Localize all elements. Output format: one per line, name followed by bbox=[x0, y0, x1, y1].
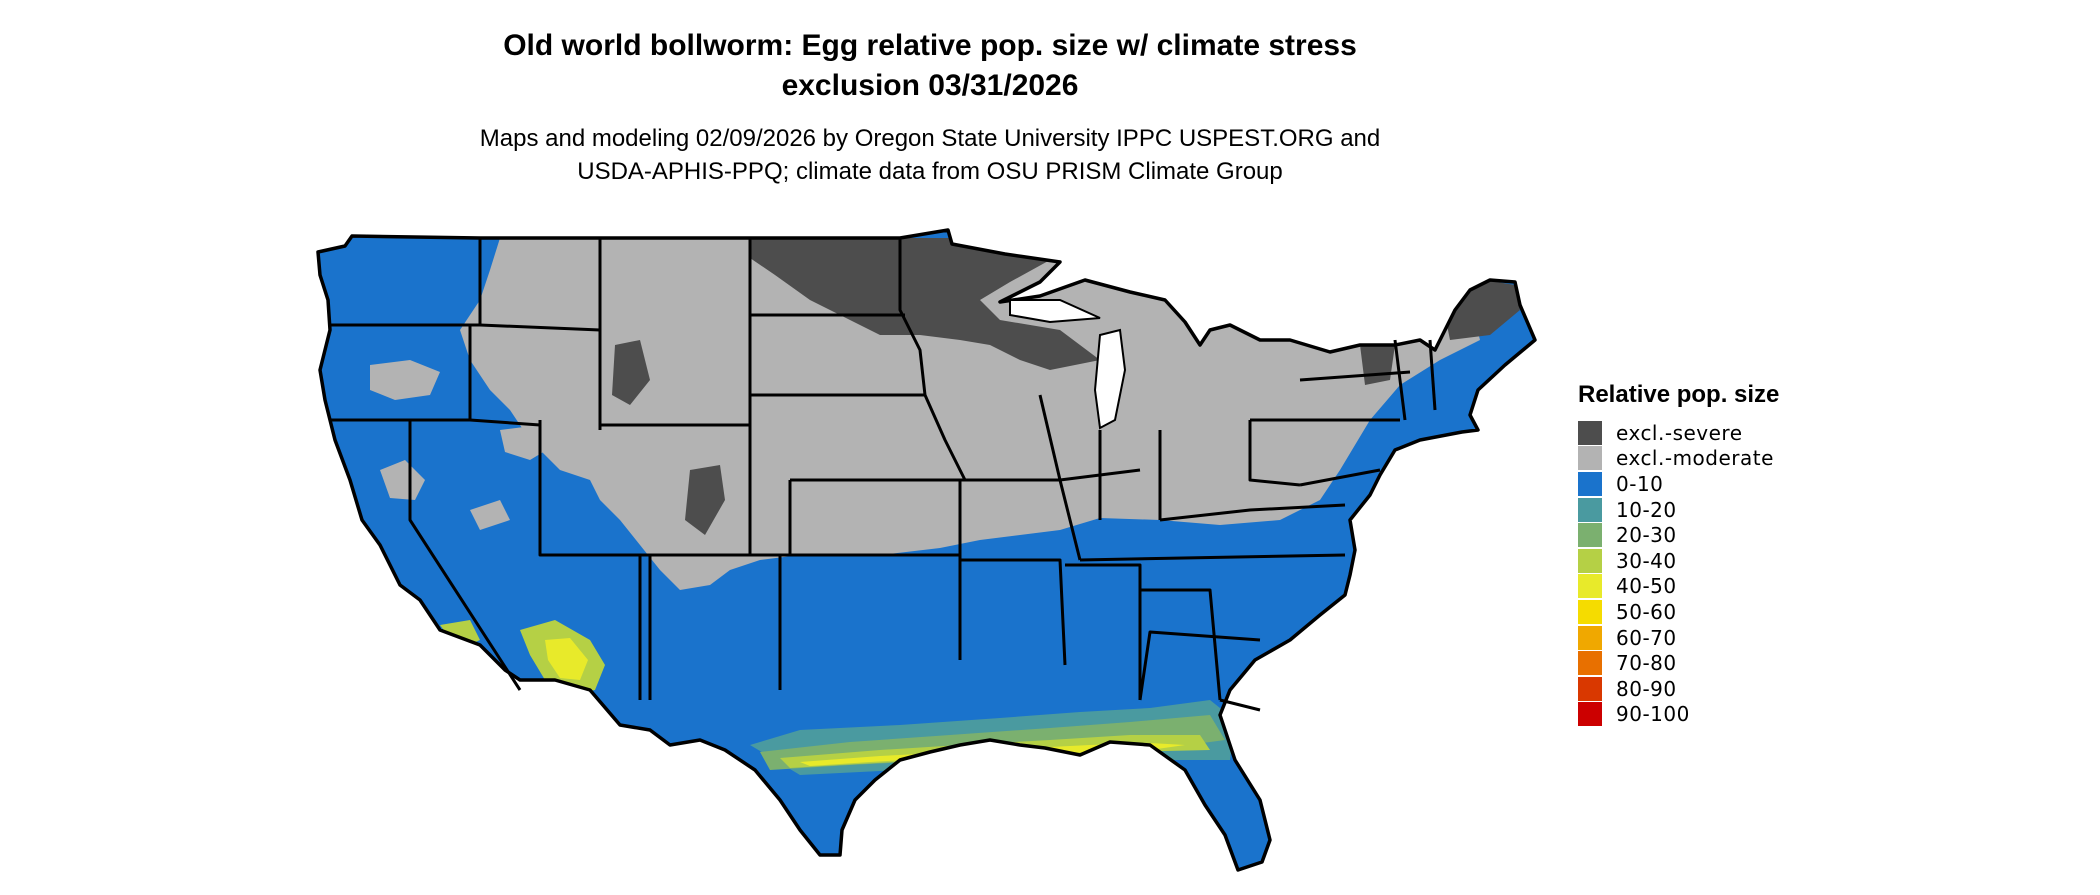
great-lakes bbox=[1009, 299, 1127, 430]
excl-moderate-west-blobs bbox=[370, 360, 555, 530]
legend-label: 0-10 bbox=[1616, 471, 1664, 496]
state-borders bbox=[330, 238, 1437, 712]
legend-item: excl.-moderate bbox=[1578, 446, 1898, 472]
legend-item: 70-80 bbox=[1578, 650, 1898, 676]
legend-item: 10-20 bbox=[1578, 497, 1898, 523]
legend-item: 20-30 bbox=[1578, 522, 1898, 548]
southwest-hot-core bbox=[545, 638, 588, 680]
legend-swatch bbox=[1578, 574, 1602, 599]
map-title-line-1: Old world bollworm: Egg relative pop. si… bbox=[503, 29, 1357, 62]
legend-swatch bbox=[1578, 471, 1602, 496]
legend-item: 90-100 bbox=[1578, 702, 1898, 728]
legend-label: 20-30 bbox=[1616, 523, 1677, 548]
legend-label: 50-60 bbox=[1616, 599, 1677, 624]
map-legend: Relative pop. size excl.-severe excl.-mod… bbox=[1578, 380, 1898, 727]
legend-label: 90-100 bbox=[1616, 702, 1690, 727]
legend-item: 30-40 bbox=[1578, 548, 1898, 574]
legend-swatch bbox=[1578, 599, 1602, 624]
legend-swatch bbox=[1578, 702, 1602, 727]
legend-swatch bbox=[1578, 651, 1602, 676]
legend-title: Relative pop. size bbox=[1578, 381, 1780, 408]
legend-item: 40-50 bbox=[1578, 574, 1898, 600]
legend-item: 0-10 bbox=[1578, 471, 1898, 497]
excl-severe-region bbox=[612, 238, 1520, 535]
legend-label: excl.-moderate bbox=[1616, 446, 1774, 471]
map-subtitle-line-1: Maps and modeling 02/09/2026 by Oregon S… bbox=[479, 125, 1381, 152]
legend-swatch bbox=[1578, 548, 1602, 573]
legend-swatch bbox=[1578, 523, 1602, 548]
map-title-line-2: exclusion 03/31/2026 bbox=[781, 69, 1079, 102]
legend-rows: excl.-severe excl.-moderate 0-10 10-20 20-30… bbox=[1578, 420, 1898, 727]
map-subtitle-line-2: USDA-APHIS-PPQ; climate data from OSU PR… bbox=[577, 158, 1283, 185]
legend-label: excl.-severe bbox=[1616, 420, 1743, 445]
legend-label: 40-50 bbox=[1616, 574, 1677, 599]
legend-label: 80-90 bbox=[1616, 676, 1677, 701]
legend-label: 10-20 bbox=[1616, 497, 1677, 522]
legend-swatch bbox=[1578, 625, 1602, 650]
legend-item: 80-90 bbox=[1578, 676, 1898, 702]
legend-label: 70-80 bbox=[1616, 651, 1677, 676]
legend-swatch bbox=[1578, 676, 1602, 701]
legend-item: 50-60 bbox=[1578, 599, 1898, 625]
legend-label: 60-70 bbox=[1616, 625, 1677, 650]
legend-item: 60-70 bbox=[1578, 625, 1898, 651]
legend-swatch bbox=[1578, 420, 1602, 445]
us-map bbox=[316, 228, 1537, 872]
legend-label: 30-40 bbox=[1616, 548, 1677, 573]
legend-item: excl.-severe bbox=[1578, 420, 1898, 446]
legend-swatch bbox=[1578, 497, 1602, 522]
legend-swatch bbox=[1578, 446, 1602, 471]
